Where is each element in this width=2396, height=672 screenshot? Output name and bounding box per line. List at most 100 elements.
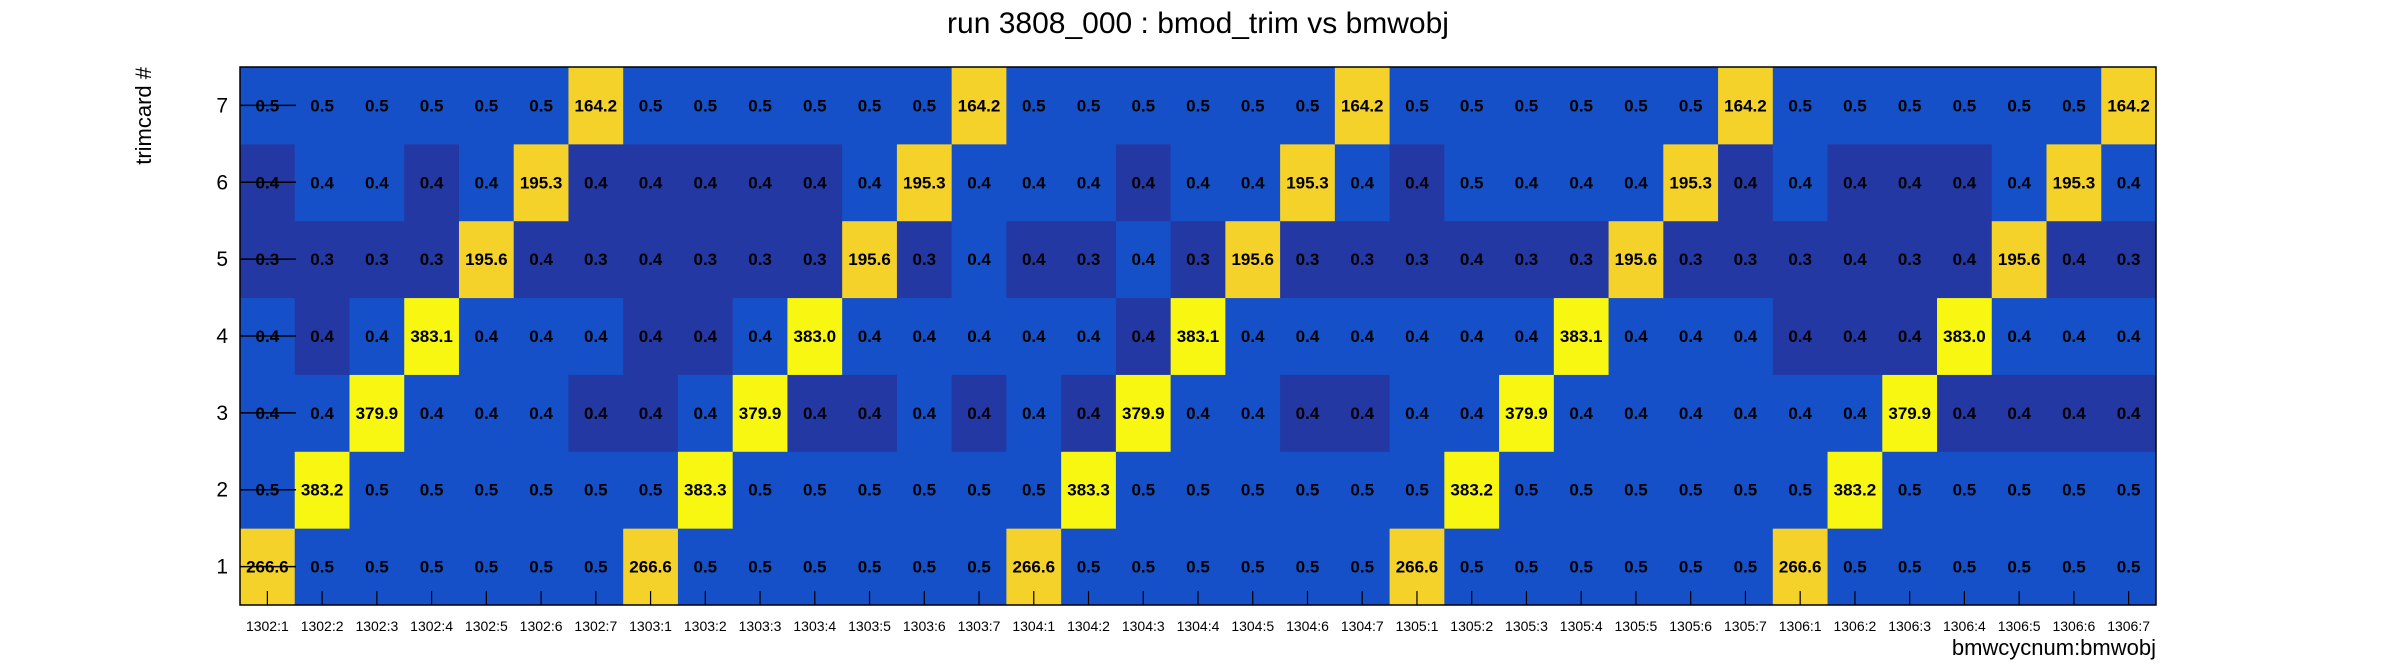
cell-value-label: 0.5	[365, 481, 389, 500]
cell-value-label: 0.4	[1843, 250, 1867, 269]
cell-value-label: 195.6	[1231, 250, 1274, 269]
heatmap-cell	[294, 374, 350, 452]
heatmap-cell	[2101, 374, 2157, 452]
heatmap-cell	[1608, 220, 1664, 299]
x-tick-label: 1306:1	[1779, 618, 1822, 634]
cell-value-label: 0.4	[748, 327, 772, 346]
x-tick-label: 1304:7	[1341, 618, 1384, 634]
heatmap-cell	[1389, 451, 1445, 529]
cell-value-label: 0.4	[1022, 173, 1046, 192]
heatmap-cell	[1608, 297, 1664, 375]
heatmap-cell	[1061, 143, 1117, 222]
cell-value-label: 0.5	[1843, 558, 1867, 577]
heatmap-cell	[677, 451, 734, 529]
heatmap-cell	[458, 451, 515, 529]
cell-value-label: 0.4	[1515, 173, 1539, 192]
heatmap-cell	[1061, 451, 1117, 529]
heatmap-cell	[787, 143, 843, 222]
cell-value-label: 0.5	[1898, 481, 1922, 500]
cell-value-label: 0.4	[1953, 250, 1977, 269]
cell-value-label: 0.4	[584, 173, 608, 192]
cell-value-label: 0.5	[693, 96, 717, 115]
y-tick-label: 7	[216, 94, 228, 117]
heatmap-cell	[787, 374, 843, 452]
heatmap-cell	[1115, 297, 1172, 375]
heatmap-cell	[1334, 220, 1391, 299]
y-axis-label: trimcard #	[131, 66, 156, 165]
cell-value-label: 164.2	[575, 96, 618, 115]
cell-value-label: 0.4	[475, 327, 499, 346]
cell-value-label: 0.4	[365, 327, 389, 346]
cell-value-label: 383.1	[1177, 327, 1220, 346]
heatmap-cell	[1937, 451, 1993, 529]
cell-value-label: 0.3	[1186, 250, 1210, 269]
heatmap-cell	[458, 374, 515, 452]
heatmap-cell	[1225, 220, 1281, 299]
heatmap-cell	[294, 143, 350, 222]
cell-value-label: 0.5	[1953, 481, 1977, 500]
cell-value-label: 0.4	[1350, 173, 1374, 192]
heatmap-cell	[1718, 143, 1774, 222]
cell-value-label: 383.1	[1560, 327, 1603, 346]
heatmap-cell	[1006, 67, 1062, 145]
cell-value-label: 383.2	[1450, 481, 1493, 500]
heatmap-cell	[1937, 374, 1993, 452]
heatmap-cell	[842, 297, 898, 375]
x-tick-label: 1305:4	[1560, 618, 1603, 634]
cell-value-label: 0.4	[2062, 250, 2086, 269]
heatmap-cell	[2101, 451, 2157, 529]
heatmap-cell	[1006, 297, 1062, 375]
heatmap-cell	[951, 220, 1007, 299]
cell-value-label: 0.4	[967, 250, 991, 269]
cell-value-label: 0.4	[1843, 404, 1867, 423]
x-tick-label: 1306:3	[1888, 618, 1931, 634]
cell-value-label: 0.4	[1843, 327, 1867, 346]
cell-value-label: 0.5	[365, 558, 389, 577]
heatmap-cell	[1827, 143, 1883, 222]
cell-value-label: 0.4	[1460, 250, 1484, 269]
cell-value-label: 0.4	[365, 173, 389, 192]
heatmap-cell	[1882, 67, 1938, 145]
cell-value-label: 0.4	[748, 173, 772, 192]
heatmap-cell	[1389, 220, 1445, 299]
cell-value-label: 0.5	[1569, 481, 1593, 500]
heatmap-cell	[1991, 220, 2048, 299]
heatmap-cell	[951, 67, 1007, 145]
heatmap-cell	[1882, 374, 1938, 452]
heatmap-cell	[951, 143, 1007, 222]
heatmap-cell	[1553, 297, 1610, 375]
cell-value-label: 0.4	[1241, 173, 1265, 192]
cell-value-label: 0.5	[912, 96, 936, 115]
cell-value-label: 0.4	[639, 404, 663, 423]
cell-value-label: 0.4	[1022, 404, 1046, 423]
cell-value-label: 0.3	[365, 250, 389, 269]
x-tick-label: 1303:3	[739, 618, 782, 634]
cell-value-label: 0.4	[967, 173, 991, 192]
heatmap-cell	[568, 143, 624, 222]
heatmap-cell	[1608, 143, 1664, 222]
heatmap-cell	[1006, 451, 1062, 529]
heatmap-cell	[1061, 220, 1117, 299]
cell-value-label: 0.5	[1898, 96, 1922, 115]
cell-value-label: 0.4	[693, 404, 717, 423]
heatmap-cell	[623, 67, 679, 145]
cell-value-label: 0.4	[310, 404, 334, 423]
cell-value-label: 0.4	[1515, 327, 1539, 346]
cell-value-label: 0.3	[912, 250, 936, 269]
heatmap-cell	[896, 297, 953, 375]
heatmap-cell	[623, 451, 679, 529]
heatmap-cell	[1061, 297, 1117, 375]
cell-value-label: 379.9	[1888, 404, 1931, 423]
heatmap-cell	[732, 220, 788, 299]
heatmap-cell	[732, 451, 788, 529]
cell-value-label: 0.5	[2062, 558, 2086, 577]
heatmap-cell	[1608, 374, 1664, 452]
x-tick-label: 1306:2	[1833, 618, 1876, 634]
cell-value-label: 0.5	[1460, 173, 1484, 192]
heatmap-cell	[787, 220, 843, 299]
cell-value-label: 0.3	[1569, 250, 1593, 269]
chart-title: run 3808_000 : bmod_trim vs bmwobj	[947, 7, 1449, 40]
cell-value-label: 0.5	[475, 558, 499, 577]
x-tick-label: 1305:1	[1396, 618, 1439, 634]
